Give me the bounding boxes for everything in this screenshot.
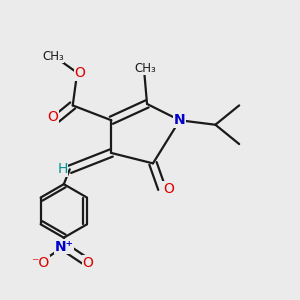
- Text: O: O: [163, 182, 174, 196]
- Text: N⁺: N⁺: [54, 240, 73, 254]
- Text: CH₃: CH₃: [42, 50, 64, 63]
- Text: O: O: [82, 256, 93, 270]
- Text: O: O: [47, 110, 58, 124]
- Text: O: O: [75, 66, 86, 80]
- Text: N: N: [174, 113, 185, 127]
- Text: H: H: [57, 162, 68, 176]
- Text: ⁻O: ⁻O: [31, 256, 49, 270]
- Text: CH₃: CH₃: [135, 62, 156, 75]
